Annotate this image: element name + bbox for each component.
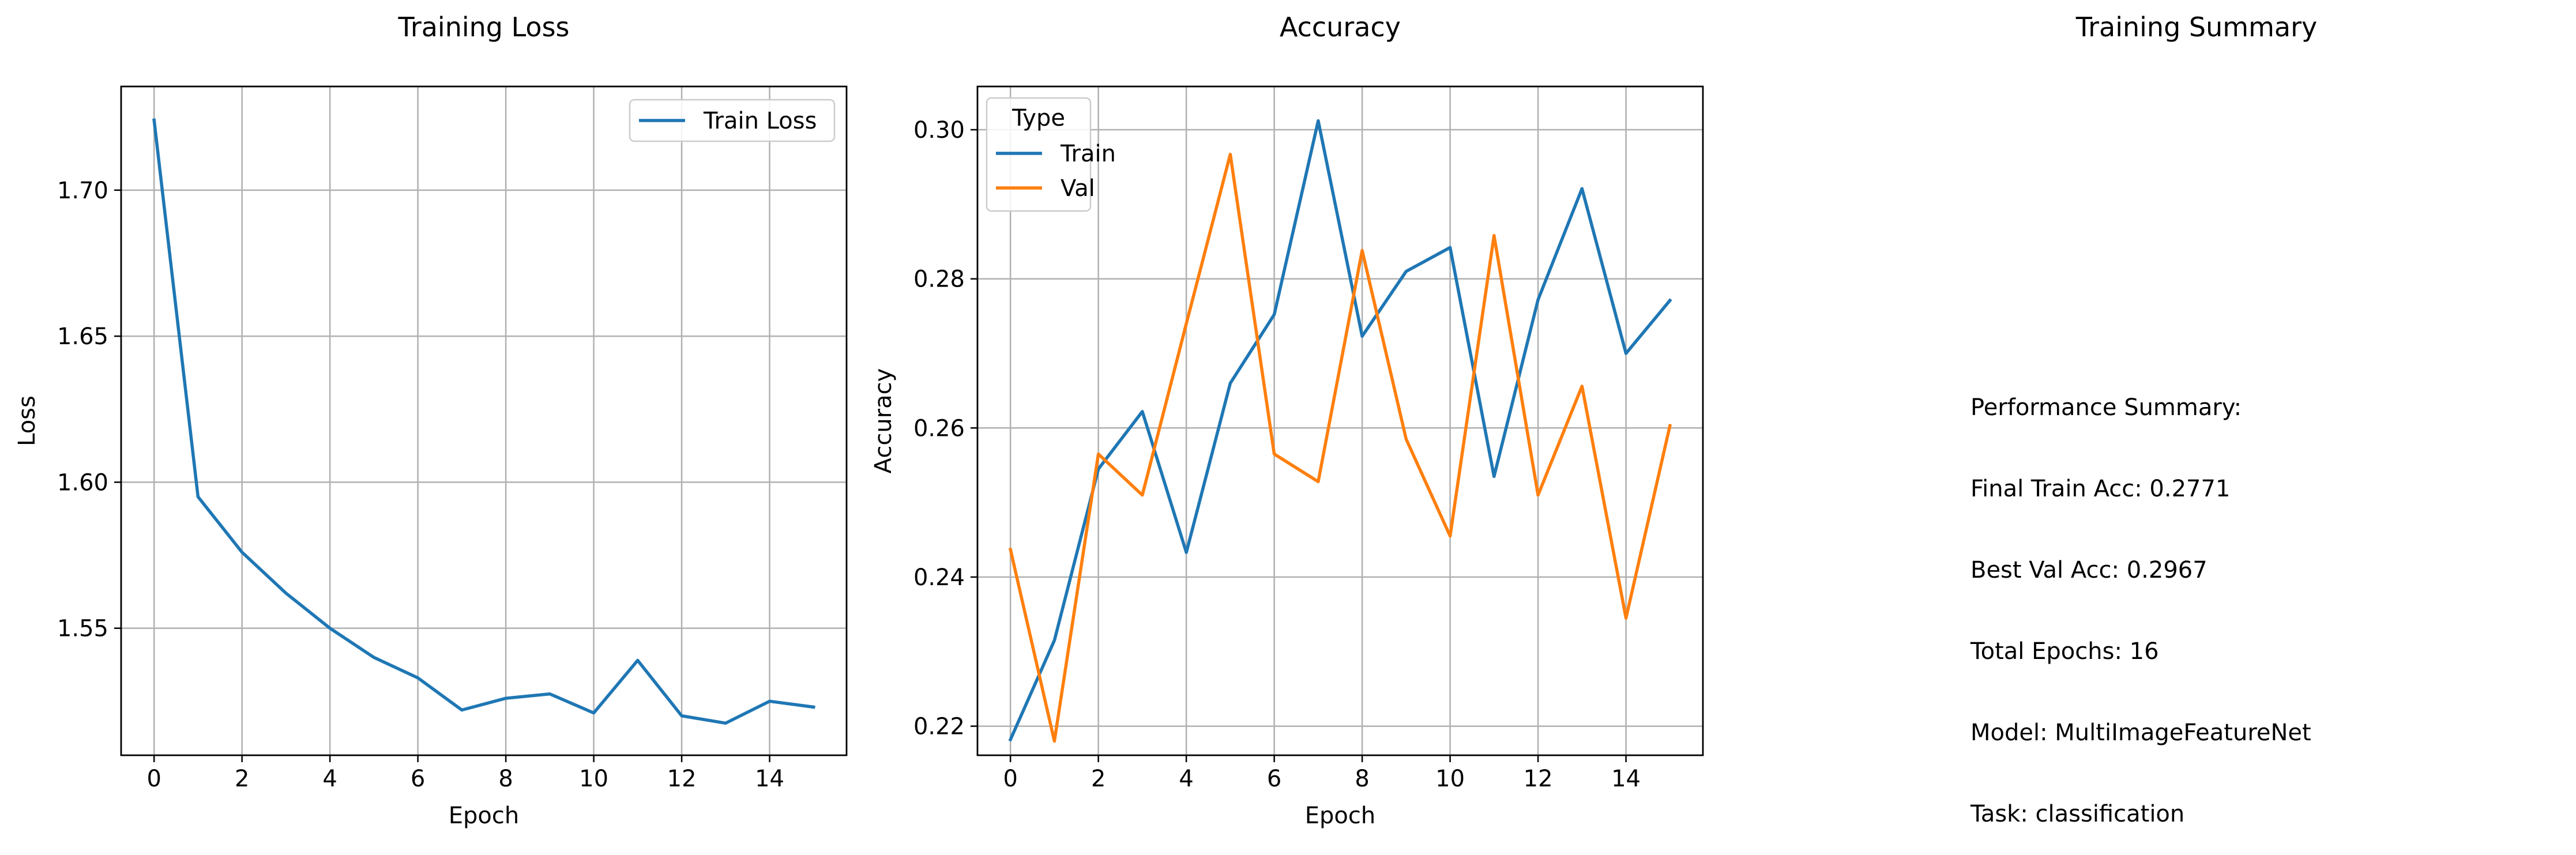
x-tick-label: 10 xyxy=(1435,766,1465,792)
legend-label: Val xyxy=(1061,175,1095,202)
y-axis-label: Loss xyxy=(14,396,40,446)
x-tick-label: 8 xyxy=(498,766,513,792)
plot-frame xyxy=(120,85,848,756)
y-tick-label: 0.28 xyxy=(913,266,965,293)
legend-label: Train Loss xyxy=(703,108,817,134)
y-tick-label: 1.70 xyxy=(57,178,108,204)
x-tick-label: 14 xyxy=(755,766,784,792)
y-tick-label: 1.65 xyxy=(57,323,108,350)
x-axis-label: Epoch xyxy=(1305,803,1375,829)
chart-title: Accuracy xyxy=(1280,12,1401,43)
legend-title: Type xyxy=(1011,105,1065,131)
y-tick-label: 0.24 xyxy=(913,564,965,591)
summary-line: Performance Summary: xyxy=(1970,394,2242,421)
x-tick-label: 14 xyxy=(1611,766,1641,792)
x-tick-label: 4 xyxy=(1179,766,1193,792)
x-tick-label: 0 xyxy=(1003,766,1017,792)
summary-line: Final Train Acc: 0.2771 xyxy=(1970,476,2231,502)
legend-box xyxy=(629,99,836,142)
x-tick-label: 6 xyxy=(1267,766,1281,792)
x-tick-label: 4 xyxy=(322,766,337,792)
x-tick-label: 2 xyxy=(235,766,249,792)
summary-line: Model: MultiImageFeatureNet xyxy=(1970,720,2311,746)
y-tick-label: 0.30 xyxy=(913,117,965,144)
x-tick-label: 6 xyxy=(411,766,425,792)
legend-label: Train xyxy=(1060,141,1116,167)
summary-text: Performance Summary: Final Train Acc: 0.… xyxy=(1970,340,2311,855)
x-tick-label: 12 xyxy=(1524,766,1553,792)
chart-title: Training Loss xyxy=(397,12,569,43)
x-axis-label: Epoch xyxy=(449,803,519,829)
summary-title: Training Summary xyxy=(2075,12,2317,43)
y-tick-label: 0.26 xyxy=(913,415,965,442)
x-tick-label: 8 xyxy=(1355,766,1369,792)
summary-line: Task: classification xyxy=(1970,801,2185,827)
series-line xyxy=(152,118,815,725)
x-tick-label: 2 xyxy=(1091,766,1105,792)
summary-line: Best Val Acc: 0.2967 xyxy=(1970,557,2208,583)
y-tick-label: 1.60 xyxy=(57,469,108,496)
x-tick-label: 10 xyxy=(579,766,608,792)
plot-frame xyxy=(976,85,1704,756)
series-line xyxy=(1008,119,1672,742)
y-axis-label: Accuracy xyxy=(870,368,897,474)
series-line xyxy=(1008,152,1672,743)
y-tick-label: 0.22 xyxy=(913,714,965,740)
y-tick-label: 1.55 xyxy=(57,616,108,642)
summary-line: Total Epochs: 16 xyxy=(1970,638,2159,665)
x-tick-label: 0 xyxy=(146,766,161,792)
x-tick-label: 12 xyxy=(667,766,697,792)
